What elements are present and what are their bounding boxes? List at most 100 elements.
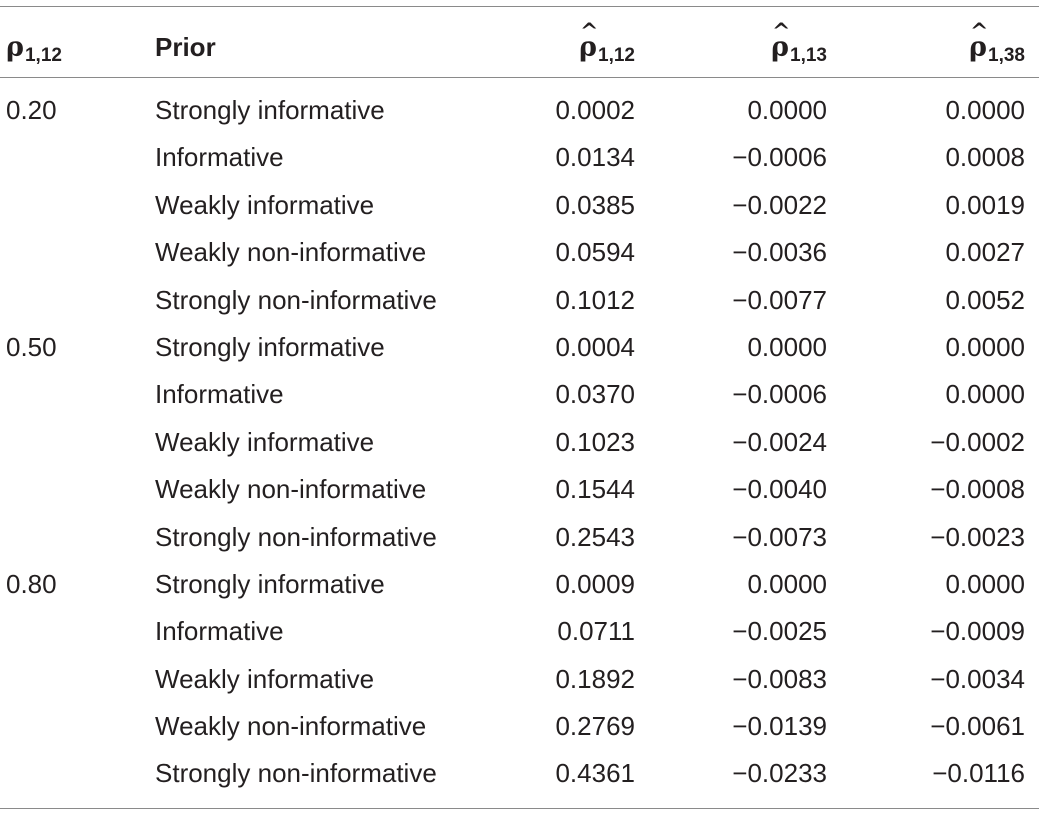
cell-rho-hat-1-38: 0.0008 [945, 142, 1025, 173]
cell-rho: 0.50 [6, 331, 57, 362]
table-row: Weakly non-informative 0.1544 −0.0040 −0… [0, 466, 1039, 513]
header-rho-hat-1-12: ^ ρ1,12 [579, 19, 635, 66]
cell-rho-hat-1-12: 0.0385 [555, 189, 635, 220]
cell-prior: Strongly non-informative [155, 521, 437, 552]
cell-rho-hat-1-13: 0.0000 [747, 568, 827, 599]
cell-rho-hat-1-13: −0.0036 [732, 237, 827, 268]
cell-rho-hat-1-12: 0.0002 [555, 95, 635, 125]
table-row: Informative 0.0370 −0.0006 0.0000 [0, 371, 1039, 418]
cell-rho-hat-1-13: −0.0022 [732, 189, 827, 220]
cell-prior: Strongly informative [155, 568, 385, 599]
cell-rho-hat-1-38: 0.0000 [945, 331, 1025, 362]
cell-rho-hat-1-38: 0.0000 [945, 379, 1025, 410]
cell-rho-hat-1-13: −0.0040 [732, 474, 827, 505]
cell-rho-hat-1-12: 0.0711 [557, 616, 635, 647]
cell-rho-hat-1-12: 0.0134 [555, 142, 635, 173]
cell-rho-hat-1-38: 0.0052 [945, 284, 1025, 315]
cell-rho: 0.20 [6, 95, 57, 125]
rho-hat-symbol: ^ ρ [969, 19, 989, 63]
cell-prior: Informative [155, 142, 284, 173]
cell-rho-hat-1-38: −0.0008 [930, 474, 1025, 505]
cell-prior: Weakly informative [155, 663, 375, 694]
cell-prior: Strongly non-informative [155, 758, 437, 789]
cell-rho-hat-1-38: 0.0019 [945, 189, 1025, 220]
cell-prior: Informative [155, 379, 284, 410]
cell-rho-hat-1-13: 0.0000 [747, 95, 827, 125]
cell-prior: Strongly informative [155, 95, 385, 125]
cell-rho-hat-1-38: −0.0023 [930, 521, 1025, 552]
cell-rho-hat-1-38: −0.0061 [930, 711, 1025, 742]
cell-rho-hat-1-12: 0.1023 [555, 426, 635, 457]
cell-rho-hat-1-38: 0.0000 [945, 95, 1025, 125]
hat-mark: ^ [970, 19, 989, 45]
rho-symbol: ρ [6, 32, 24, 63]
cell-rho-hat-1-13: −0.0073 [732, 521, 827, 552]
header-rho-hat-1-13: ^ ρ1,13 [771, 19, 827, 66]
table-row: Strongly non-informative 0.2543 −0.0073 … [0, 514, 1039, 561]
cell-rho-hat-1-13: −0.0025 [732, 616, 827, 647]
header-rho: ρ1,12 [6, 32, 62, 67]
table-row: Weakly informative 0.1892 −0.0083 −0.003… [0, 656, 1039, 703]
cell-rho-hat-1-12: 0.0009 [555, 568, 635, 599]
rho-hat-subscript: 1,12 [598, 45, 635, 66]
cell-rho-hat-1-12: 0.1892 [555, 663, 635, 694]
cell-rho-hat-1-12: 0.1544 [555, 474, 635, 505]
cell-prior: Weakly informative [155, 189, 375, 220]
table-row: 0.80 Strongly informative 0.0009 0.0000 … [0, 561, 1039, 608]
table-row: Weakly informative 0.0385 −0.0022 0.0019 [0, 182, 1039, 229]
rho-hat-symbol: ^ ρ [579, 19, 599, 63]
cell-rho-hat-1-13: −0.0006 [732, 379, 827, 410]
cell-rho-hat-1-12: 0.4361 [555, 758, 635, 789]
cell-prior: Strongly informative [155, 331, 385, 362]
cell-rho-hat-1-13: −0.0139 [732, 711, 827, 742]
cell-rho-hat-1-38: 0.0000 [945, 568, 1025, 599]
cell-rho-hat-1-12: 0.2769 [555, 711, 635, 742]
table-row: 0.50 Strongly informative 0.0004 0.0000 … [0, 324, 1039, 371]
rho-hat-symbol: ^ ρ [771, 19, 791, 63]
cell-rho-hat-1-12: 0.1012 [555, 284, 635, 315]
cell-prior: Weakly non-informative [155, 711, 427, 742]
table-row: Weakly informative 0.1023 −0.0024 −0.000… [0, 419, 1039, 466]
hat-mark: ^ [772, 19, 791, 45]
cell-prior: Weakly informative [155, 426, 375, 457]
header-prior: Prior [155, 32, 216, 62]
cell-rho-hat-1-13: −0.0024 [732, 426, 827, 457]
cell-rho-hat-1-13: −0.0083 [732, 663, 827, 694]
cell-rho-hat-1-38: −0.0009 [930, 616, 1025, 647]
cell-prior: Informative [155, 616, 284, 647]
cell-rho-hat-1-13: −0.0006 [732, 142, 827, 173]
header-rho-hat-1-38: ^ ρ1,38 [969, 19, 1025, 66]
cell-rho-hat-1-12: 0.0004 [555, 331, 635, 362]
cell-rho-hat-1-13: −0.0233 [732, 758, 827, 789]
cell-rho-hat-1-38: −0.0116 [932, 758, 1025, 789]
cell-rho-hat-1-38: 0.0027 [945, 237, 1025, 268]
cell-rho-hat-1-12: 0.0594 [555, 237, 635, 268]
cell-rho-hat-1-12: 0.0370 [555, 379, 635, 410]
table-row: Weakly non-informative 0.0594 −0.0036 0.… [0, 229, 1039, 276]
cell-rho-hat-1-12: 0.2543 [555, 521, 635, 552]
table-header: ρ1,12 Prior ^ ρ1,12 ^ ρ1,13 ^ ρ1,38 [0, 6, 1039, 77]
hat-mark: ^ [580, 19, 599, 45]
table-row: 0.20 Strongly informative 0.0002 0.0000 … [0, 87, 1039, 134]
cell-prior: Weakly non-informative [155, 237, 427, 268]
rho-hat-subscript: 1,13 [790, 45, 827, 66]
cell-rho-hat-1-38: −0.0034 [930, 663, 1025, 694]
table-row: Weakly non-informative 0.2769 −0.0139 −0… [0, 703, 1039, 750]
rho-subscript: 1,12 [24, 45, 62, 66]
table-row: Informative 0.0711 −0.0025 −0.0009 [0, 608, 1039, 655]
header-rule [0, 77, 1039, 78]
cell-prior: Strongly non-informative [155, 284, 437, 315]
top-rule [0, 6, 1039, 7]
cell-rho: 0.80 [6, 568, 57, 599]
cell-rho-hat-1-38: −0.0002 [930, 426, 1025, 457]
table-row: Informative 0.0134 −0.0006 0.0008 [0, 134, 1039, 181]
rho-hat-subscript: 1,38 [988, 45, 1025, 66]
bottom-rule [0, 808, 1039, 809]
table-row: Strongly non-informative 0.1012 −0.0077 … [0, 277, 1039, 324]
table-body: 0.20 Strongly informative 0.0002 0.0000 … [0, 87, 1039, 798]
cell-prior: Weakly non-informative [155, 474, 427, 505]
table-row: Strongly non-informative 0.4361 −0.0233 … [0, 750, 1039, 797]
cell-rho-hat-1-13: 0.0000 [747, 331, 827, 362]
cell-rho-hat-1-13: −0.0077 [732, 284, 827, 315]
